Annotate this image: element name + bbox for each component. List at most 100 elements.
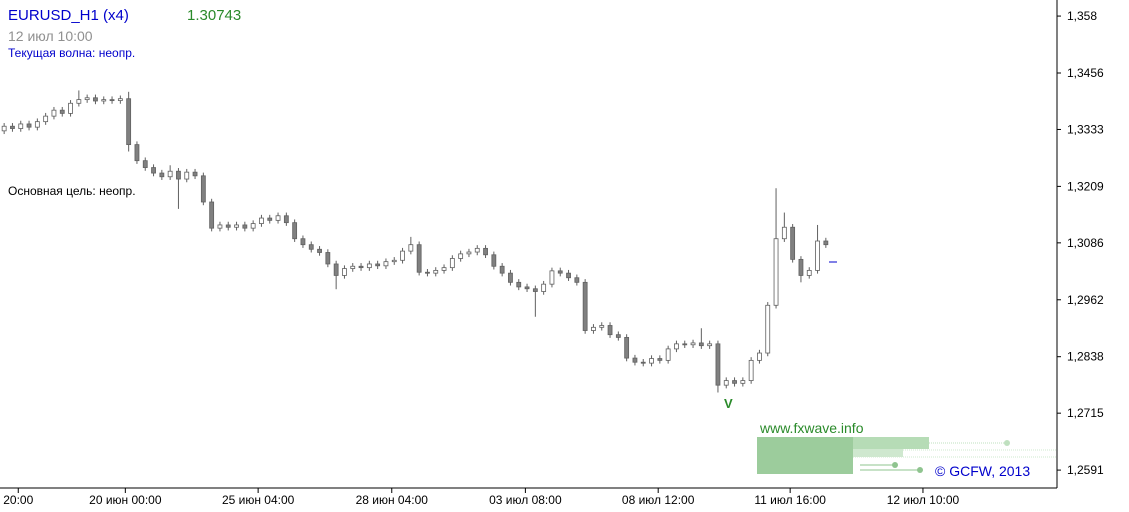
candle-body [765, 304, 771, 354]
candle-body [192, 171, 198, 177]
x-tick-label: 20 июн 00:00 [89, 493, 162, 507]
candle-body [757, 352, 762, 361]
y-tick-label: 1,3456 [1067, 66, 1104, 80]
date-label: 12 июл 10:00 [8, 28, 93, 44]
candle-body [250, 223, 256, 229]
candle-body [682, 343, 688, 346]
candle-body [43, 115, 49, 123]
candle-body [715, 343, 721, 386]
candle-body [532, 288, 538, 292]
candle-body [615, 334, 621, 338]
candle-body [591, 326, 596, 331]
candle-body [283, 215, 289, 224]
candle-body [474, 247, 480, 253]
x-tick-label: 12 июл 10:00 [887, 493, 960, 507]
candle-body [234, 224, 239, 228]
candle-body [491, 254, 497, 267]
candle-body [748, 359, 754, 381]
candle-body [425, 271, 430, 274]
candle-body [159, 172, 165, 178]
candle-body [259, 217, 264, 224]
candle-body [317, 248, 322, 253]
candle-body [101, 99, 107, 102]
x-tick-label: 11 июл 16:00 [754, 493, 826, 507]
x-tick-label: 08 июл 12:00 [622, 493, 695, 507]
candle-body [76, 99, 82, 104]
candle-body [333, 263, 339, 276]
candle-body [607, 325, 613, 336]
y-tick-label: 1,3209 [1067, 179, 1104, 193]
candle-body [366, 263, 372, 269]
watermark-block [757, 437, 853, 474]
y-tick-label: 1,2962 [1067, 293, 1104, 307]
candle-body [557, 270, 563, 274]
candle-body [449, 258, 455, 269]
candle-body [184, 171, 190, 180]
candle-body [93, 97, 98, 102]
watermark-block [853, 449, 903, 457]
candle-body [10, 125, 15, 129]
candle-body [649, 358, 654, 364]
y-tick-label: 1,3333 [1067, 122, 1104, 136]
candle-body [151, 167, 156, 174]
candle-body [690, 342, 696, 346]
copyright: © GCFW, 2013 [935, 463, 1030, 479]
candle-body [640, 361, 646, 364]
candle-body [815, 240, 820, 271]
x-tick-label: 25 июн 04:00 [222, 493, 295, 507]
candle-body [466, 251, 472, 255]
candle-body [350, 265, 356, 269]
candle-body [167, 170, 173, 178]
candle-body [84, 97, 90, 101]
candle-body [225, 224, 231, 228]
watermark-dot [892, 462, 898, 468]
candle-body [117, 98, 123, 101]
x-tick-label: 28 июн 04:00 [356, 493, 429, 507]
candle-body [674, 343, 679, 350]
candle-body [740, 380, 746, 384]
candle-body [400, 250, 405, 261]
watermark-dot [1004, 440, 1010, 446]
candle-body [549, 270, 555, 285]
candle-body [308, 244, 314, 250]
candle-body [698, 342, 704, 347]
candle-body [242, 224, 248, 229]
candle-body [723, 380, 729, 386]
candle-body [483, 247, 488, 256]
candle-body [1, 125, 7, 132]
candle-body [790, 226, 796, 260]
candle-body [823, 240, 829, 246]
chart-title: EURUSD_H1 (x4) [8, 7, 129, 24]
candle-body [275, 215, 281, 221]
last-price: 1.30743 [187, 7, 241, 24]
candle-body [433, 269, 439, 274]
main-target: Основная цель: неопр. [8, 184, 136, 198]
candle-body [408, 244, 414, 252]
current-wave: Текущая волна: неопр. [8, 46, 135, 60]
candle-body [574, 277, 580, 283]
candle-body [773, 238, 779, 306]
candle-body [566, 272, 571, 279]
candle-body [524, 286, 530, 290]
candle-body [358, 265, 364, 269]
candle-body [300, 238, 306, 246]
candle-body [441, 267, 447, 271]
candle-body [416, 244, 422, 273]
candle-body [142, 160, 148, 168]
candle-body [325, 252, 331, 265]
y-tick-label: 1,2591 [1067, 463, 1104, 477]
watermark-dot [917, 467, 923, 473]
candle-body [26, 123, 32, 128]
candle-body [732, 380, 737, 384]
candle-body [209, 201, 215, 229]
candle-body [51, 109, 57, 117]
candle-body [707, 343, 713, 347]
candle-body [176, 170, 181, 180]
candle-body [59, 109, 65, 114]
x-tick-label: 20:00 [3, 493, 33, 507]
website: www.fxwave.info [759, 420, 864, 436]
candle-body [516, 281, 522, 288]
